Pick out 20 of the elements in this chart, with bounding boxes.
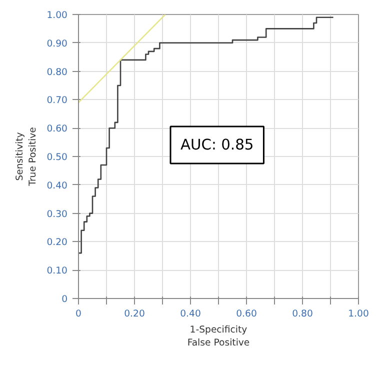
y-tick-label: 0.60: [46, 124, 68, 135]
x-tick-label: 0.60: [236, 308, 257, 320]
y-tick-label: 0.80: [46, 66, 68, 78]
x-tick-label: 0: [76, 308, 82, 320]
y-tick-label: 0.90: [46, 38, 68, 50]
y-tick-label: 0: [62, 294, 68, 305]
y-tick-label: 0.70: [46, 95, 68, 106]
x-tick-label: 1.00: [348, 308, 369, 320]
x-axis-title: 1-Specificity False Positive: [187, 324, 250, 349]
x-tick-label: 0.20: [124, 308, 145, 320]
y-tick-label: 0.10: [46, 266, 68, 277]
annotation: AUC: 0.85: [180, 136, 254, 154]
y-tick-label: 0.20: [46, 237, 68, 248]
y-tick-label: 1.00: [46, 10, 68, 21]
y-tick-label: 0.50: [46, 152, 68, 163]
y-axis-title: Sensitivity True Positive: [14, 126, 39, 187]
x-tick-label: 0.80: [292, 308, 313, 320]
y-tick-label: 0.40: [46, 180, 68, 192]
y-tick-label: 0.30: [46, 208, 68, 220]
x-tick-label: 0.40: [180, 308, 201, 320]
